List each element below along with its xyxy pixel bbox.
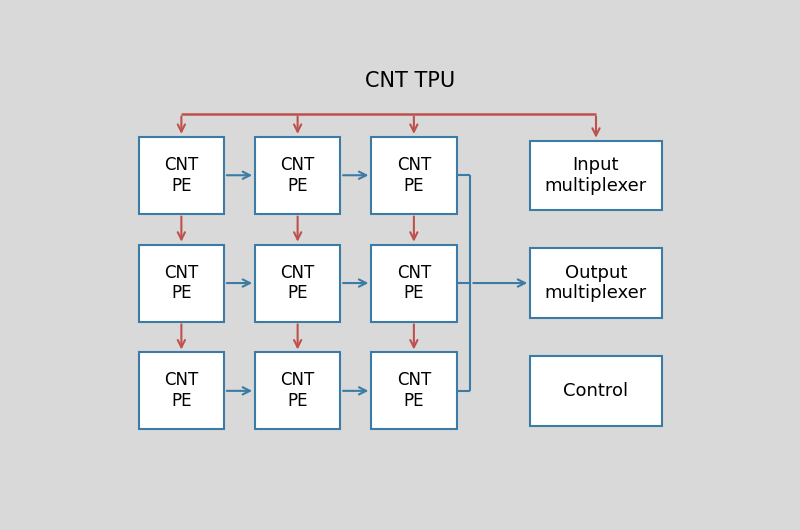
Text: CNT
PE: CNT PE	[164, 156, 198, 195]
Text: Input
multiplexer: Input multiplexer	[545, 156, 647, 195]
Bar	[371, 352, 457, 429]
Text: CNT
PE: CNT PE	[397, 372, 431, 410]
Bar	[138, 244, 224, 322]
Bar	[255, 352, 340, 429]
Bar	[255, 137, 340, 214]
Text: CNT TPU: CNT TPU	[365, 70, 455, 91]
Bar	[255, 244, 340, 322]
Text: CNT
PE: CNT PE	[281, 263, 314, 303]
Text: CNT
PE: CNT PE	[397, 156, 431, 195]
Bar	[138, 137, 224, 214]
Text: CNT
PE: CNT PE	[164, 372, 198, 410]
Bar	[530, 356, 662, 426]
Bar	[530, 249, 662, 317]
Text: CNT
PE: CNT PE	[164, 263, 198, 303]
Bar	[530, 140, 662, 210]
Bar	[371, 244, 457, 322]
Bar	[371, 137, 457, 214]
Text: CNT
PE: CNT PE	[397, 263, 431, 303]
Text: CNT
PE: CNT PE	[281, 156, 314, 195]
Text: CNT
PE: CNT PE	[281, 372, 314, 410]
Bar	[138, 352, 224, 429]
Text: Control: Control	[563, 382, 629, 400]
Text: Output
multiplexer: Output multiplexer	[545, 263, 647, 303]
